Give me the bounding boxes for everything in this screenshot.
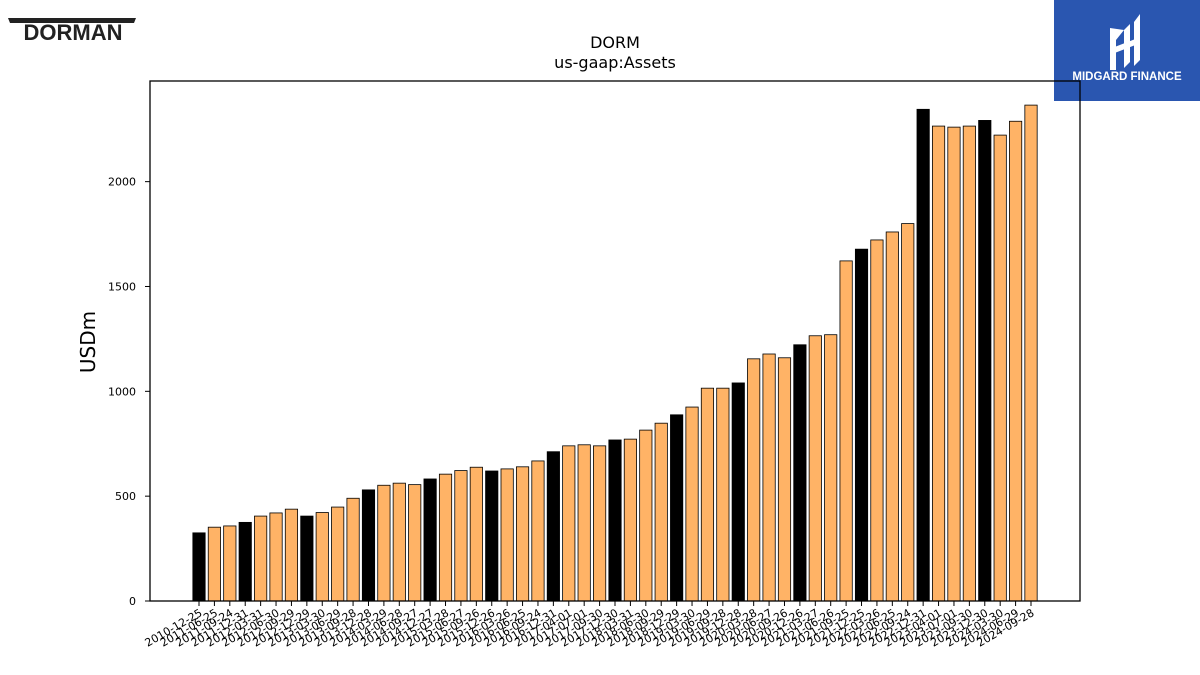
bar-2020-12-26: [793, 344, 807, 602]
bar-2021-03-27: [808, 335, 822, 602]
y-axis-label: USDm: [76, 311, 100, 373]
bar-2016-09-24: [531, 460, 545, 602]
bar-2017-04-01: [562, 445, 576, 602]
bar-2020-03-28: [747, 358, 761, 602]
bar-2016-03-26: [500, 468, 514, 602]
bar-2018-06-30: [639, 429, 653, 602]
bar-2020-09-26: [777, 357, 792, 602]
bar-2023-04-01: [931, 125, 946, 602]
bar-2022-03-26: [870, 239, 884, 602]
bar-2016-12-31: [546, 451, 560, 602]
bar-2024-06-29: [1009, 120, 1023, 602]
bar-2010-12-25: [192, 532, 206, 602]
bar-2022-12-31: [916, 108, 930, 602]
y-tick-label: 0: [129, 595, 136, 608]
dorman-logo: DORMAN: [6, 14, 140, 45]
bar-2019-09-28: [716, 387, 730, 602]
y-tick-label: 1000: [108, 385, 136, 398]
bar-2012-06-30: [269, 512, 283, 602]
bars-group: [192, 104, 1038, 602]
bar-2015-09-26: [469, 466, 483, 602]
bar-2023-12-30: [978, 120, 992, 602]
bar-2023-07-01: [947, 126, 961, 602]
bar-2014-03-29: [377, 484, 391, 602]
bar-2015-03-28: [438, 473, 453, 602]
bar-2015-12-26: [485, 470, 499, 602]
bar-2011-12-31: [238, 521, 252, 602]
midgard-finance-logo: MIDGARD FINANCE: [1054, 0, 1200, 101]
bar-2018-03-31: [623, 438, 637, 602]
bar-2017-07-01: [577, 444, 591, 602]
y-tick-label: 500: [115, 490, 136, 503]
bar-2017-12-30: [608, 439, 622, 602]
bar-2017-09-30: [593, 445, 607, 602]
bar-2021-06-26: [824, 334, 838, 602]
bar-2013-09-28: [346, 497, 360, 602]
bar-2019-12-28: [731, 382, 745, 602]
bar-2023-09-30: [962, 125, 976, 602]
bar-2014-12-27: [423, 478, 437, 602]
bar-2015-06-27: [454, 470, 468, 602]
y-tick-label: 2000: [108, 176, 136, 189]
bar-2024-03-30: [993, 134, 1007, 602]
bar-2014-06-28: [392, 482, 406, 602]
bar-2012-09-29: [284, 508, 299, 602]
bar-2013-06-29: [331, 506, 345, 602]
bar-2021-12-25: [854, 248, 869, 602]
bar-2013-03-30: [315, 512, 329, 602]
chart-title: DORM: [590, 33, 640, 52]
bar-2022-06-25: [885, 231, 899, 602]
bar-2018-12-29: [670, 414, 684, 602]
bar-2012-03-31: [254, 515, 268, 602]
bar-2014-09-27: [408, 484, 422, 602]
bar-2011-09-24: [223, 525, 237, 602]
bar-2013-12-28: [361, 489, 376, 602]
bar-2011-06-25: [207, 526, 221, 602]
bar-2021-09-25: [839, 260, 853, 602]
y-axis: 0 500 1000 1500 2000: [108, 176, 150, 608]
x-axis: 2010-12-252011-06-252011-09-242011-12-31…: [143, 601, 1037, 650]
bar-2022-09-24: [901, 223, 915, 602]
plot-frame: [149, 80, 1081, 602]
bar-2018-09-29: [654, 422, 668, 602]
bar-2019-06-29: [700, 387, 715, 602]
bar-2019-03-30: [685, 406, 699, 602]
bar-2012-12-29: [300, 515, 314, 602]
bar-2020-06-27: [762, 353, 776, 602]
midgard-logo-text: MIDGARD FINANCE: [1072, 71, 1182, 83]
bar-2016-06-25: [515, 466, 530, 602]
bar-2024-09-28: [1024, 104, 1038, 602]
y-tick-label: 1500: [108, 280, 136, 293]
chart-subtitle: us-gaap:Assets: [554, 53, 676, 72]
dorman-logo-text: DORMAN: [24, 20, 123, 44]
